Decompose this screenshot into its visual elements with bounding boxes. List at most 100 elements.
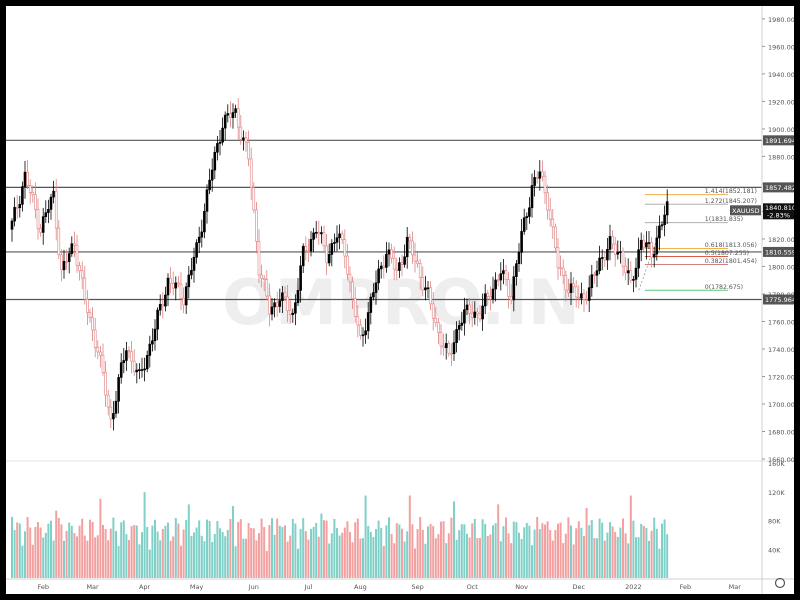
volume-bar [598,518,601,578]
candle-body [229,113,232,118]
volume-bar [520,538,523,578]
candle-body [236,108,240,128]
volume-bar [117,545,120,578]
candle-body [73,243,76,246]
candle-body [216,143,219,153]
price-tick-label: 1820.000 [768,236,794,244]
volume-bar [442,521,445,578]
volume-bar [229,519,232,578]
candle-body [538,171,542,179]
candle-body [60,254,63,271]
candle-body [442,345,445,348]
volume-bar [273,534,276,578]
candle-body [603,257,607,261]
volume-bar [494,523,497,578]
candle-body [619,251,622,254]
candle-body [275,302,279,307]
volume-bar [180,545,182,578]
volume-bar [356,518,359,578]
candle-body [543,175,547,194]
volume-bar [302,518,305,578]
candle-body [483,293,487,307]
volume-bar [585,508,588,578]
volume-bar [429,523,432,578]
volume-bar [406,531,409,578]
volume-bar [234,546,237,578]
volume-bar [463,524,466,578]
candle-body [288,310,292,315]
candle-body [340,233,344,240]
volume-bar [307,539,310,578]
candle-body [125,350,128,361]
volume-bar [37,522,39,578]
price-axis-labels: 1891.694 1857.482 1810.559 1775.964 1840.810… [730,135,796,305]
candle-body [15,206,19,209]
chart-area[interactable]: OMPRO.IN 1.414(1852.181) 1.272(1845.207) 1… [6,6,799,594]
candle-body [634,267,638,280]
candle-body [374,282,378,293]
candle-body [88,312,92,318]
settings-gear[interactable] [774,577,786,589]
fib-label: 0(1782.675) [705,284,743,291]
volume-bar [655,528,658,578]
volume-bar [583,536,585,578]
volume-bar [531,545,533,578]
candle-body [283,292,287,298]
candle-body [91,317,94,331]
volume-bar [362,538,364,578]
volume-bar [112,517,115,578]
volume-bar [115,530,117,578]
volume-bar [63,540,65,578]
volume-bar [369,531,372,578]
volume-bar [346,521,349,578]
candle-body [665,201,669,216]
fib-label: 1(1831.835) [705,216,743,223]
candle-body [221,127,224,143]
candle-body [351,281,354,299]
time-tick-label: Oct [467,583,479,591]
candle-body [517,252,521,265]
candle-body [130,351,133,362]
volume-bar [50,520,52,578]
volume-bar [239,519,242,578]
volume-bar [593,538,596,578]
volume-bar [174,517,177,578]
candle-body [338,233,341,239]
settings-icon[interactable] [774,577,786,589]
candle-body [18,204,22,209]
candle-body [424,287,427,291]
fibonacci-retracement: 1.414(1852.181) 1.272(1845.207) 1(1831.835… [638,188,757,291]
last-price-change: -2.83% [767,211,790,219]
candle-body [299,265,302,291]
volume-bar [401,528,403,578]
candle-body [509,296,513,301]
volume-bar [13,529,16,578]
candle-body [270,306,274,315]
volume-bar [154,519,156,578]
candle-body [70,243,74,254]
volume-bar [518,532,520,578]
volume-bar [609,522,611,578]
candle-body [486,293,490,297]
volume-bar [94,537,97,578]
candle-body [429,287,432,305]
price-chart-svg[interactable]: OMPRO.IN 1.414(1852.181)1.272(1845.207)1… [6,6,799,594]
candle-body [463,309,466,324]
candle-body [494,279,497,290]
candle-body [600,257,604,259]
volume-bar [68,522,71,578]
volume-bar [637,537,640,578]
candle-body [117,377,120,402]
candle-body [504,270,508,281]
candle-body [208,179,211,191]
volume-bar [408,495,411,578]
price-tick-label: 1800.000 [768,263,794,271]
level-tag-label: 1891.694 [765,137,794,145]
time-axis: Feb Mar Apr May Jun Jul Aug Sep Oct Nov Dec 2022 Feb… [37,583,741,591]
candle-body [626,270,630,274]
candle-body [551,218,555,228]
candle-body [632,279,635,281]
candle-body [629,270,633,281]
candle-body [156,309,159,330]
volume-bar [489,534,492,578]
